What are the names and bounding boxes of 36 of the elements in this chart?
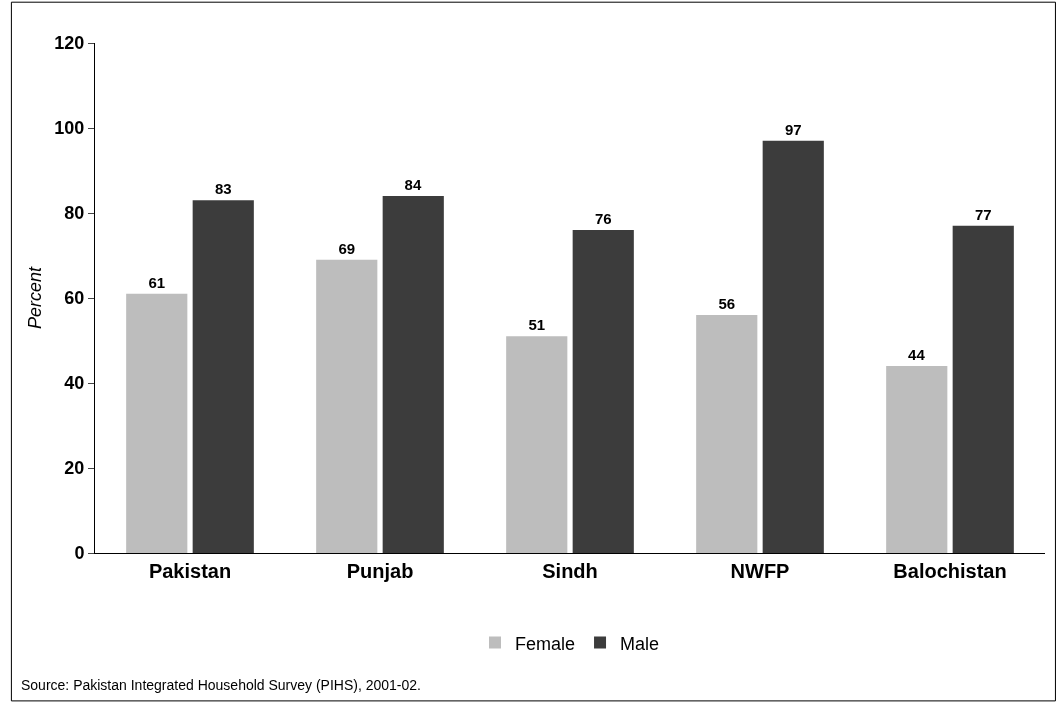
x-tick-label: NWFP <box>730 560 790 582</box>
data-label: 44 <box>908 346 926 363</box>
legend-label: Male <box>620 633 660 654</box>
bar <box>952 225 1014 553</box>
data-label: 84 <box>404 176 422 193</box>
bar <box>572 230 634 553</box>
bar <box>886 366 948 553</box>
data-label: 56 <box>718 295 736 312</box>
x-tick-label: Balochistan <box>893 560 1007 582</box>
data-label: 61 <box>148 273 166 291</box>
data-label: 97 <box>784 120 802 138</box>
data-label: 76 <box>594 210 612 227</box>
bar <box>192 200 254 553</box>
source-note: Source: Pakistan Integrated Household Survey (PIHS), 2001-02. <box>21 677 421 693</box>
x-tick-label: Punjab <box>346 560 414 582</box>
x-tick-label: Sindh <box>542 560 598 582</box>
bar <box>382 196 444 553</box>
x-tick-label: Pakistan <box>148 560 232 582</box>
y-tick-label: 0 <box>74 543 85 564</box>
y-tick-label: 60 <box>64 288 85 309</box>
bar <box>696 315 758 553</box>
data-label: 51 <box>528 316 546 334</box>
bar <box>126 293 188 553</box>
y-tick-label: 120 <box>54 33 85 54</box>
bar <box>762 140 824 553</box>
y-tick-label: 100 <box>54 118 85 139</box>
data-label: 77 <box>974 205 992 223</box>
y-tick-label: 20 <box>64 458 85 479</box>
y-tick-label: 40 <box>64 373 85 394</box>
bar <box>316 259 378 553</box>
bar <box>506 336 568 553</box>
y-axis-title: Percent <box>24 265 45 330</box>
data-label: 69 <box>338 239 356 257</box>
legend-label: Female <box>515 633 576 654</box>
data-label: 83 <box>214 180 232 198</box>
y-tick-label: 80 <box>64 203 85 224</box>
